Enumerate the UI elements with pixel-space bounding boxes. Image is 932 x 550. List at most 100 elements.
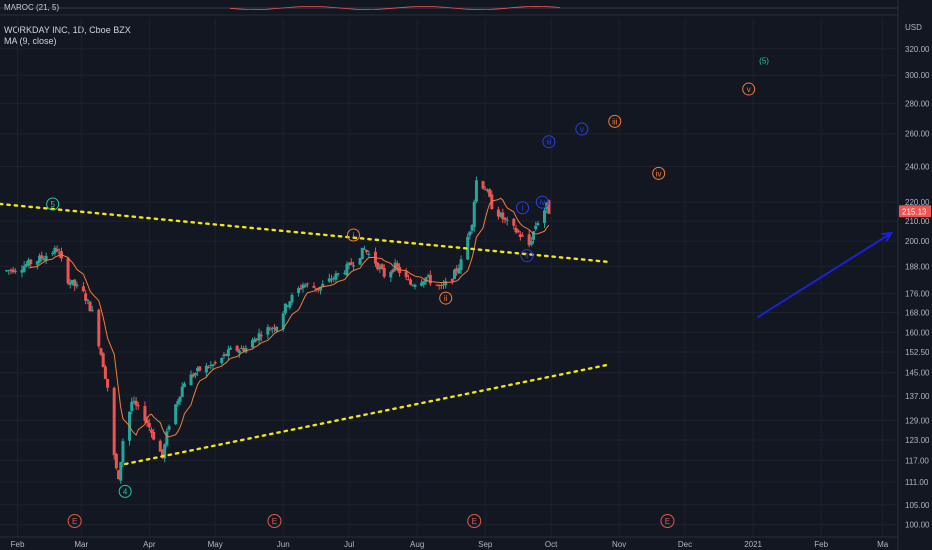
wave-label: iv (656, 169, 662, 178)
price-tick-label: 160.00 (905, 328, 930, 337)
candle-body (176, 400, 180, 405)
time-tick-label: Nov (612, 540, 626, 549)
candle-body (365, 250, 369, 253)
candle-body (286, 305, 290, 307)
candle-body (281, 313, 285, 330)
candle-body (121, 440, 125, 463)
candle-body (349, 262, 353, 265)
candle-body (376, 262, 380, 270)
last-price-badge (899, 205, 931, 218)
candle-body (152, 432, 156, 440)
candle-body (147, 422, 151, 428)
currency-label: USD (905, 23, 922, 32)
indicator-line (229, 5, 561, 11)
trendline-lower (123, 363, 612, 466)
candle-body (270, 327, 274, 329)
candle-body (297, 288, 301, 293)
wave-label: v (580, 125, 584, 134)
candle-body (457, 268, 461, 274)
candle-body (503, 217, 507, 220)
candle-body (272, 327, 276, 329)
candle-body (351, 265, 355, 267)
candle-body (42, 258, 46, 261)
candle-body (106, 378, 110, 388)
candle-body (488, 189, 492, 197)
wave-label: (5) (759, 56, 769, 65)
candle-body (51, 253, 55, 255)
earnings-label: E (72, 517, 77, 526)
time-tick-label: 2021 (744, 540, 762, 549)
candle-body (207, 366, 211, 368)
candle-body (196, 367, 200, 372)
earnings-marker (660, 514, 675, 528)
ma-indicator-label[interactable]: MA (9, close) (4, 36, 57, 46)
price-tick-label: 168.00 (905, 308, 930, 317)
candle-body (485, 190, 489, 192)
candle-body (426, 275, 430, 277)
candle-body (112, 387, 116, 456)
candle-body (44, 255, 48, 261)
candle-body (53, 247, 57, 254)
candle-body (22, 265, 26, 272)
candle-body (193, 373, 197, 376)
wave-label-circle (439, 291, 453, 305)
candle-body (130, 401, 134, 411)
candle-body (66, 258, 70, 284)
wave-label: iv (539, 198, 545, 207)
candle-body (178, 396, 182, 402)
candle-body (303, 284, 307, 287)
wave-label-circle (742, 82, 756, 96)
candle-body (378, 266, 382, 270)
candle-body (450, 278, 454, 282)
earnings-marker (467, 514, 482, 528)
candle-body (237, 350, 241, 354)
wave-label: iii (612, 117, 618, 126)
trendlines (0, 202, 894, 466)
price-tick-label: 137.00 (905, 392, 930, 401)
candle-body (422, 281, 426, 285)
price-tick-label: 300.00 (905, 71, 930, 80)
candle-body (136, 405, 140, 407)
candle-body (114, 454, 118, 469)
price-axis: 320.00 300.00 280.00 260.00 240.00 220.00 210.… (897, 0, 932, 550)
candle-body (409, 279, 413, 285)
candle-body (406, 279, 410, 281)
candle-body (75, 284, 79, 287)
candle-body (345, 264, 349, 276)
candle-body (180, 386, 184, 397)
candle-body (222, 354, 226, 357)
projection-arrow (756, 232, 892, 319)
candle-body (321, 283, 325, 288)
wave-label: 4 (123, 487, 128, 496)
earnings-label: E (665, 517, 670, 526)
symbol-title[interactable]: WORKDAY INC, 1D, Cboe BZX (4, 25, 131, 35)
candle-body (380, 264, 384, 269)
candle-body (167, 426, 171, 430)
candle-body (145, 419, 149, 423)
earnings-marker (67, 514, 82, 528)
candle-body (470, 225, 474, 231)
candle-body (119, 462, 123, 481)
candle-body (68, 282, 72, 285)
wave-label-circle (652, 166, 666, 180)
candle-body (543, 210, 547, 224)
time-tick-label: Dec (678, 540, 692, 549)
candle-body (347, 262, 351, 266)
candle-body (250, 340, 254, 348)
candle-body (312, 285, 316, 288)
wave-label: ii (525, 252, 529, 261)
candle-body (134, 400, 138, 406)
candle-body (474, 180, 478, 202)
candle-body (521, 235, 525, 237)
candle-body (496, 209, 500, 217)
candle-body (391, 269, 395, 273)
candle-body (283, 303, 287, 314)
time-tick-label: Aug (410, 540, 424, 549)
time-tick-label: Jun (277, 540, 290, 549)
price-tick-label: 129.00 (905, 417, 930, 426)
candle-body (299, 288, 303, 290)
candle-body (240, 347, 244, 349)
wave-label-circle (118, 484, 132, 498)
